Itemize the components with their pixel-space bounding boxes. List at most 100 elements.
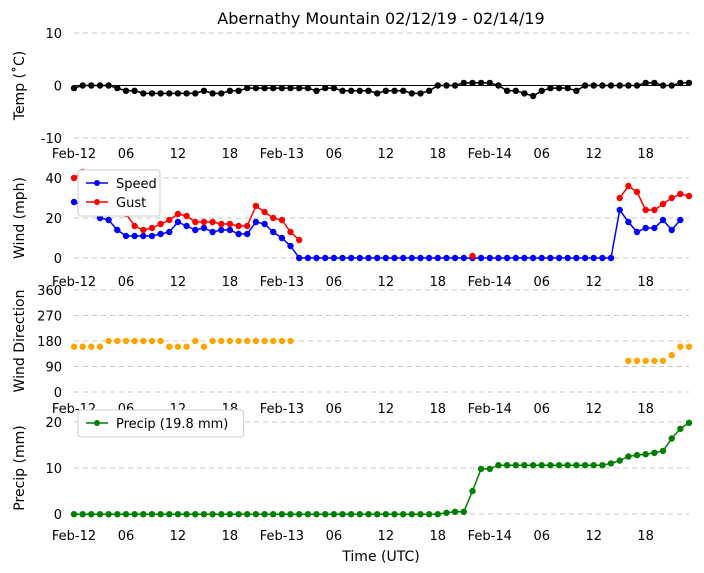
data-point [443, 509, 450, 516]
data-point [599, 254, 606, 262]
data-point [114, 226, 121, 234]
data-point [218, 90, 225, 97]
data-point [200, 343, 208, 350]
data-point [417, 90, 424, 97]
data-point [339, 511, 346, 518]
x-tick-label: Feb-13 [260, 147, 304, 162]
data-point [79, 82, 86, 89]
series-line-gust [619, 184, 690, 211]
x-tick-label: 06 [326, 275, 343, 290]
data-point [322, 84, 329, 92]
data-point [200, 87, 208, 95]
data-point [174, 218, 182, 226]
data-point [495, 462, 502, 469]
data-point [296, 254, 303, 262]
data-point [304, 511, 312, 518]
data-point [564, 254, 571, 262]
series-line-speed [73, 201, 681, 259]
x-axis-label: Time (UTC) [341, 549, 419, 565]
data-point [270, 214, 277, 222]
data-point [166, 511, 173, 518]
data-point [192, 90, 199, 97]
y-axis-label: Precip (mm) [12, 425, 28, 510]
y-tick-label: 20 [45, 416, 62, 431]
data-point [382, 511, 389, 518]
data-point [555, 84, 563, 92]
data-point [382, 87, 389, 95]
x-tick-label: 18 [430, 147, 447, 162]
data-point [685, 79, 693, 87]
data-point [659, 216, 667, 224]
data-point [538, 87, 545, 95]
data-point [226, 337, 234, 345]
x-tick-label: 18 [222, 275, 239, 290]
data-point [226, 87, 234, 95]
y-tick-label: 180 [37, 335, 62, 350]
data-point [261, 84, 268, 92]
data-point [469, 487, 476, 495]
data-point [261, 208, 268, 216]
data-point [200, 224, 208, 232]
data-point [148, 511, 156, 518]
x-tick-label: 12 [170, 147, 187, 162]
data-point [668, 226, 675, 234]
data-point [659, 200, 667, 208]
data-point [633, 82, 641, 89]
x-tick-label: 06 [533, 275, 550, 290]
data-point [131, 232, 138, 240]
data-point [96, 343, 104, 350]
data-point [625, 182, 632, 190]
x-tick-label: Feb-14 [468, 147, 512, 162]
data-point [157, 230, 164, 238]
legend-label: Precip (19.8 mm) [116, 417, 228, 432]
data-point [330, 84, 338, 92]
data-point [296, 84, 303, 92]
data-point [651, 224, 658, 232]
y-tick-label: 90 [45, 361, 62, 376]
data-point [270, 84, 277, 92]
data-point [296, 236, 303, 244]
data-point [79, 511, 86, 518]
data-point [131, 511, 138, 518]
y-tick-label: -10 [41, 132, 62, 147]
data-point [122, 232, 130, 240]
data-point [616, 82, 623, 89]
data-point [270, 511, 277, 518]
data-point [157, 337, 164, 345]
data-point [590, 254, 597, 262]
data-point [70, 174, 78, 182]
x-tick-label: 18 [430, 402, 447, 417]
data-point [512, 87, 519, 95]
x-tick-label: Feb-14 [468, 275, 512, 290]
data-point [261, 511, 268, 518]
data-point [70, 198, 78, 206]
data-point [140, 226, 147, 234]
data-point [183, 90, 190, 97]
data-point [296, 511, 303, 518]
data-point [677, 190, 684, 198]
data-point [278, 337, 286, 345]
data-point [140, 90, 147, 97]
data-point [633, 228, 641, 236]
data-point [304, 254, 312, 262]
x-tick-label: Feb-13 [260, 275, 304, 290]
data-point [356, 87, 363, 95]
data-point [157, 220, 164, 228]
data-point [192, 218, 199, 226]
data-point [477, 254, 485, 262]
y-tick-label: 270 [37, 310, 62, 325]
data-point [625, 453, 632, 460]
data-point [590, 462, 597, 469]
data-point [88, 343, 95, 350]
data-point [192, 511, 199, 518]
x-tick-label: 06 [118, 147, 135, 162]
data-point [122, 511, 130, 518]
data-point [651, 449, 658, 456]
data-point [313, 254, 320, 262]
data-point [607, 82, 615, 89]
x-tick-label: 06 [118, 275, 135, 290]
data-point [391, 254, 398, 262]
x-tick-label: 06 [533, 147, 550, 162]
data-point [625, 82, 632, 89]
data-point [244, 84, 251, 92]
